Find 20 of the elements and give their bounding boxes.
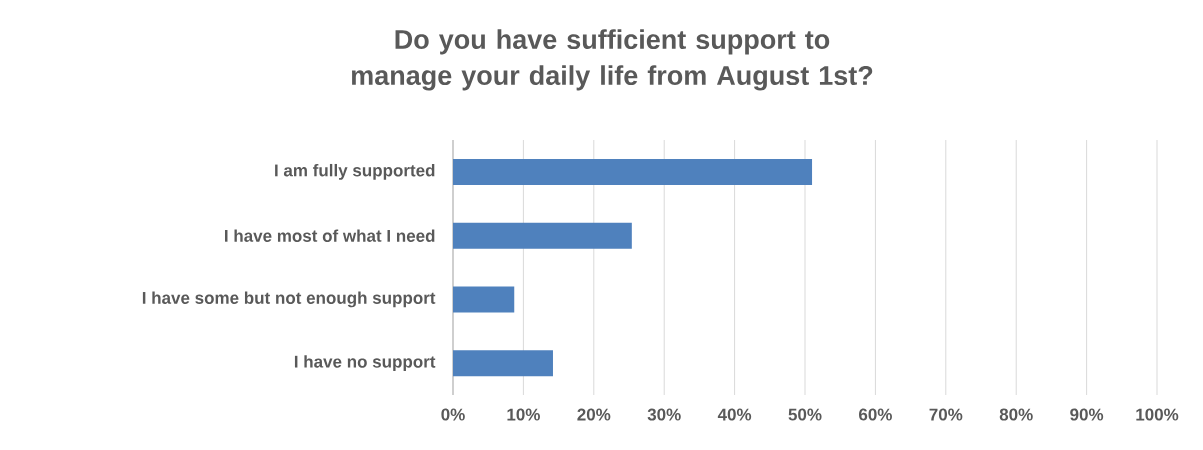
x-tick-label: 80% (999, 408, 1033, 421)
x-tick-label: 70% (929, 408, 963, 421)
x-tick-label: 30% (647, 408, 681, 421)
x-tick-label: 60% (859, 408, 892, 421)
x-tick-label: 40% (717, 408, 752, 421)
x-tick-label: 50% (788, 408, 822, 421)
bar (453, 286, 515, 313)
chart-title: Do you have sufficient support to manage your daily life from August 1st? (351, 29, 873, 91)
y-tick-label: I have most of what I need (225, 229, 435, 242)
x-tick-label: 10% (507, 408, 540, 421)
bar (453, 350, 553, 377)
x-tick-label: 90% (1070, 408, 1104, 421)
x-tick-label: 100% (1136, 408, 1179, 421)
bar (453, 222, 632, 249)
x-tick-label: 20% (577, 408, 611, 421)
y-tick-label: I have some but not enough support (142, 291, 436, 308)
bar (453, 158, 813, 185)
x-tick-label: 0% (441, 408, 465, 421)
y-tick-label: I have no support (294, 355, 436, 372)
y-tick-label: I am fully supported (275, 163, 435, 180)
